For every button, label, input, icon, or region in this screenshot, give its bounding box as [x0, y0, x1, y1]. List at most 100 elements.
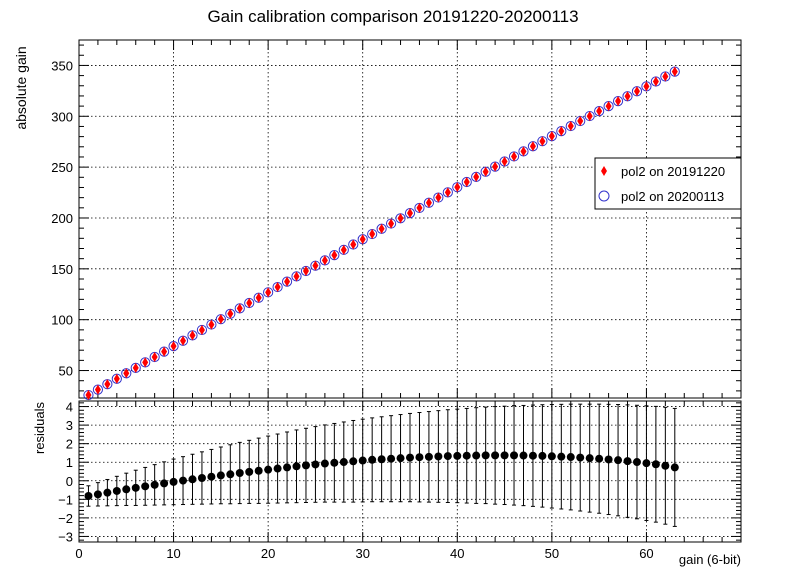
data-point-20191220 [246, 298, 253, 309]
x-tick-label: 0 [75, 546, 82, 561]
residual-point [510, 451, 519, 460]
residual-point [566, 453, 575, 462]
residual-point [528, 451, 537, 460]
data-point-20191220 [529, 141, 536, 152]
residual-point [368, 455, 377, 464]
residual-point [301, 461, 310, 470]
data-point-20191220 [671, 66, 678, 77]
data-point-20191220 [567, 121, 574, 132]
data-point-20191220 [94, 384, 101, 395]
residual-point [235, 468, 244, 477]
data-point-20191220 [463, 176, 470, 187]
residual-point [576, 453, 585, 462]
residual-point [453, 451, 462, 460]
legend: pol2 on 20191220 pol2 on 20200113 [594, 157, 742, 210]
residual-point [661, 461, 670, 470]
y-tick-label: −3 [58, 529, 73, 544]
data-point-20191220 [425, 197, 432, 208]
residual-point [197, 473, 206, 482]
data-point-20191220 [605, 101, 612, 112]
residual-point [387, 454, 396, 463]
residual-point [651, 460, 660, 469]
residual-point [443, 452, 452, 461]
residual-point [462, 451, 471, 460]
residual-point [434, 452, 443, 461]
residual-point [245, 467, 254, 476]
residual-point [670, 463, 679, 472]
data-point-20191220 [643, 81, 650, 92]
residual-point [207, 472, 216, 481]
top-panel: 50 100 150 200 250 300 350 [51, 39, 742, 401]
data-point-20191220 [227, 308, 234, 319]
data-point-20191220 [85, 390, 92, 401]
chart-title: Gain calibration comparison 20191220-202… [207, 7, 578, 26]
plot-frame [78, 39, 742, 399]
data-point-20191220 [180, 335, 187, 346]
residual-point [273, 464, 282, 473]
y-axis-label-top: absolute gain [13, 46, 29, 129]
data-point-20191220 [132, 362, 139, 373]
residual-point [377, 455, 386, 464]
x-tick-label: 50 [545, 546, 559, 561]
residual-point [406, 453, 414, 462]
data-point-20191220 [331, 250, 338, 261]
data-point-20191220 [501, 156, 508, 167]
data-point-20191220 [633, 86, 640, 97]
residual-point [339, 458, 348, 467]
data-point-20191220 [378, 223, 385, 234]
data-point-20191220 [435, 192, 442, 203]
residual-point [330, 458, 339, 467]
residual-point [642, 459, 651, 468]
data-point-20191220 [123, 368, 130, 379]
data-point-20191220 [151, 352, 158, 363]
y-tick-label: 100 [51, 313, 73, 328]
residual-point [538, 451, 547, 460]
y-tick-label: 3 [66, 418, 73, 433]
data-point-20191220 [217, 314, 224, 325]
data-point-20191220 [198, 324, 205, 335]
data-point-20191220 [274, 282, 281, 293]
legend-label-series-2: pol2 on 20200113 [621, 189, 724, 204]
y-tick-label: 250 [51, 160, 73, 175]
x-tick-label: 30 [355, 546, 369, 561]
residual-point [604, 455, 613, 464]
y-tick-label: 2 [66, 437, 73, 452]
data-point-20191220 [520, 146, 527, 157]
residual-point [396, 454, 405, 463]
y-tick-label: 4 [66, 400, 73, 415]
data-point-20191220 [284, 276, 291, 287]
data-point-20191220 [397, 213, 404, 224]
data-point-20191220 [624, 91, 631, 102]
data-point-20191220 [142, 357, 149, 368]
y-tick-label: 150 [51, 262, 73, 277]
residual-point [424, 452, 433, 461]
data-point-20191220 [652, 76, 659, 87]
data-point-20191220 [407, 208, 413, 219]
residual-point [103, 488, 112, 497]
data-point-20191220 [208, 319, 215, 330]
data-point-20191220 [161, 346, 168, 357]
data-point-20191220 [312, 260, 319, 271]
data-point-20191220 [511, 151, 518, 162]
residual-point [320, 459, 329, 468]
data-point-20191220 [388, 218, 395, 229]
y-tick-label: 1 [66, 455, 73, 470]
residual-point [264, 465, 273, 474]
residual-point [623, 457, 632, 466]
residual-point [179, 476, 188, 485]
residual-point [150, 480, 159, 489]
residual-point [283, 463, 292, 472]
data-point-20191220 [454, 182, 461, 193]
data-point-20191220 [236, 303, 243, 314]
residual-point [547, 452, 556, 461]
residual-point [557, 452, 566, 461]
residual-point [141, 482, 150, 491]
legend-label-series-1: pol2 on 20191220 [621, 164, 725, 179]
residual-point [112, 486, 121, 495]
residual-point [216, 471, 225, 480]
y-tick-label: −2 [58, 511, 73, 526]
legend-box [594, 157, 742, 210]
data-point-20191220 [577, 116, 584, 127]
